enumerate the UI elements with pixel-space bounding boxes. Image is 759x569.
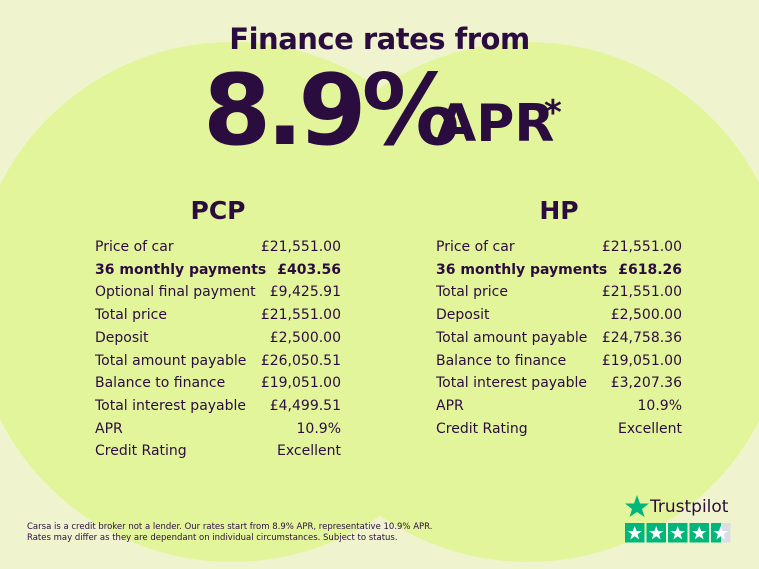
table-row: Total interest payable £4,499.51	[95, 398, 341, 418]
row-value: £403.56	[277, 261, 341, 278]
row-label: Total price	[436, 284, 508, 301]
table-title: HP	[539, 196, 579, 225]
table-row: Total interest payable £3,207.36	[436, 375, 682, 395]
row-label: Total amount payable	[95, 352, 247, 369]
badge-name: Trustpilot	[650, 497, 729, 517]
right-circle	[268, 42, 759, 562]
row-label: Price of car	[436, 239, 515, 255]
table-row: 36 monthly payments £403.56	[95, 262, 341, 282]
row-value: £21,551.00	[601, 284, 682, 301]
table-row: Total price £21,551.00	[436, 284, 682, 304]
row-value: £24,758.36	[601, 329, 682, 346]
table-row: Price of car £21,551.00	[436, 239, 682, 259]
table-row: Total amount payable £24,758.36	[436, 330, 682, 350]
row-label: Credit Rating	[95, 443, 187, 460]
row-value: £3,207.36	[610, 375, 682, 392]
row-value: £4,499.51	[269, 397, 341, 414]
row-value: Excellent	[277, 443, 341, 460]
row-value: £21,551.00	[260, 239, 341, 255]
table-row: APR 10.9%	[95, 421, 341, 441]
rate-suffix: APR	[436, 94, 555, 154]
title: Finance rates from	[229, 22, 530, 56]
row-label: APR	[95, 420, 123, 437]
row-label: Price of car	[95, 239, 174, 255]
row-label: Optional final payment	[95, 284, 256, 301]
row-label: Total interest payable	[436, 375, 588, 392]
row-label: Total interest payable	[95, 397, 247, 414]
row-label: Balance to finance	[436, 352, 567, 369]
table-row: Deposit £2,500.00	[436, 307, 682, 327]
row-value: £26,050.51	[260, 352, 341, 369]
row-label: Deposit	[95, 329, 149, 346]
row-label: Total amount payable	[436, 329, 588, 346]
row-label: APR	[436, 397, 464, 414]
asterisk: *	[544, 93, 562, 133]
table-row: Deposit £2,500.00	[95, 330, 341, 350]
row-value: £21,551.00	[601, 239, 682, 255]
table-row: 36 monthly payments £618.26	[436, 262, 682, 282]
table-row: Credit Rating Excellent	[436, 421, 682, 441]
badge-stars	[625, 523, 731, 543]
badge-star	[625, 495, 649, 517]
row-value: £2,500.00	[610, 307, 682, 324]
disclaimer: Rates may differ as they are dependant o…	[27, 533, 398, 543]
row-value: £19,051.00	[260, 375, 341, 392]
table-title: PCP	[190, 196, 246, 225]
table-row: Optional final payment £9,425.91	[95, 284, 341, 304]
row-label: Credit Rating	[436, 420, 528, 437]
row-value: £19,051.00	[601, 352, 682, 369]
disclaimer: Carsa is a credit broker not a lender. O…	[27, 522, 433, 532]
table-row: Balance to finance £19,051.00	[436, 353, 682, 373]
row-label: Total price	[95, 307, 167, 324]
table-row: Balance to finance £19,051.00	[95, 375, 341, 395]
table-row: Total price £21,551.00	[95, 307, 341, 327]
row-label: 36 monthly payments	[95, 261, 267, 278]
row-value: 10.9%	[637, 397, 682, 414]
rate: 8.9%	[203, 54, 460, 168]
table-row: Price of car £21,551.00	[95, 239, 341, 259]
table-row: Credit Rating Excellent	[95, 443, 341, 463]
row-label: Balance to finance	[95, 375, 226, 392]
table-row: APR 10.9%	[436, 398, 682, 418]
row-value: Excellent	[618, 420, 682, 437]
row-value: 10.9%	[296, 420, 341, 437]
row-value: £2,500.00	[269, 329, 341, 346]
row-value: £9,425.91	[269, 284, 341, 301]
row-value: £618.26	[618, 261, 682, 278]
row-label: Deposit	[436, 307, 490, 324]
row-label: 36 monthly payments	[436, 261, 608, 278]
table-row: Total amount payable £26,050.51	[95, 353, 341, 373]
row-value: £21,551.00	[260, 307, 341, 324]
